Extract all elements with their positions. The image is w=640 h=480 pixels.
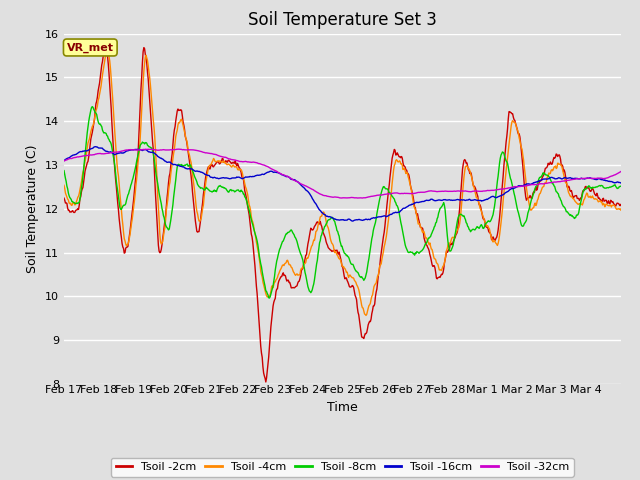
Tsoil -2cm [102,44,109,49]
Tsoil -8cm [617,183,625,189]
Line: Tsoil -16cm: Tsoil -16cm [64,147,621,221]
Tsoil -16cm [617,180,625,186]
Tsoil -4cm [104,45,111,51]
Tsoil -2cm [262,379,269,385]
Tsoil -8cm [88,104,96,109]
Tsoil -8cm [256,257,264,263]
Tsoil -8cm [278,240,285,246]
Line: Tsoil -4cm: Tsoil -4cm [64,48,621,315]
Tsoil -2cm [256,331,264,336]
Tsoil -4cm [256,261,264,267]
Tsoil -2cm [401,164,409,170]
Tsoil -4cm [362,312,370,318]
Tsoil -32cm [277,171,285,177]
Title: Soil Temperature Set 3: Soil Temperature Set 3 [248,11,437,29]
Tsoil -16cm [126,147,134,153]
Tsoil -16cm [60,158,68,164]
Line: Tsoil -8cm: Tsoil -8cm [64,107,621,298]
Tsoil -16cm [92,144,100,150]
Tsoil -2cm [617,202,625,207]
Tsoil -32cm [617,168,625,174]
Tsoil -4cm [60,182,68,188]
Tsoil -32cm [433,189,440,194]
Tsoil -2cm [228,160,236,166]
Tsoil -16cm [349,218,356,224]
Tsoil -16cm [401,205,409,211]
Tsoil -4cm [228,163,236,169]
Tsoil -32cm [358,195,366,201]
Tsoil -4cm [126,231,134,237]
Tsoil -8cm [60,168,68,173]
Tsoil -8cm [401,242,409,248]
Tsoil -2cm [433,275,440,281]
X-axis label: Time: Time [327,401,358,414]
Tsoil -4cm [277,266,285,272]
Tsoil -32cm [125,147,133,153]
Tsoil -8cm [126,186,134,192]
Tsoil -4cm [617,207,625,213]
Tsoil -8cm [433,219,440,225]
Tsoil -16cm [256,172,264,178]
Tsoil -16cm [433,198,440,204]
Tsoil -2cm [60,195,68,201]
Tsoil -32cm [401,191,409,196]
Tsoil -32cm [175,146,182,152]
Legend: Tsoil -2cm, Tsoil -4cm, Tsoil -8cm, Tsoil -16cm, Tsoil -32cm: Tsoil -2cm, Tsoil -4cm, Tsoil -8cm, Tsoi… [111,457,573,477]
Tsoil -4cm [401,168,409,174]
Line: Tsoil -2cm: Tsoil -2cm [64,47,621,382]
Tsoil -32cm [256,161,264,167]
Y-axis label: Soil Temperature (C): Soil Temperature (C) [26,144,40,273]
Tsoil -32cm [60,158,68,164]
Tsoil -8cm [266,295,273,301]
Tsoil -4cm [433,260,440,265]
Tsoil -16cm [228,175,236,181]
Tsoil -16cm [277,171,285,177]
Tsoil -2cm [126,228,134,234]
Tsoil -32cm [228,157,236,163]
Line: Tsoil -32cm: Tsoil -32cm [64,149,621,198]
Tsoil -8cm [228,188,236,193]
Tsoil -2cm [278,274,285,279]
Text: VR_met: VR_met [67,42,114,53]
